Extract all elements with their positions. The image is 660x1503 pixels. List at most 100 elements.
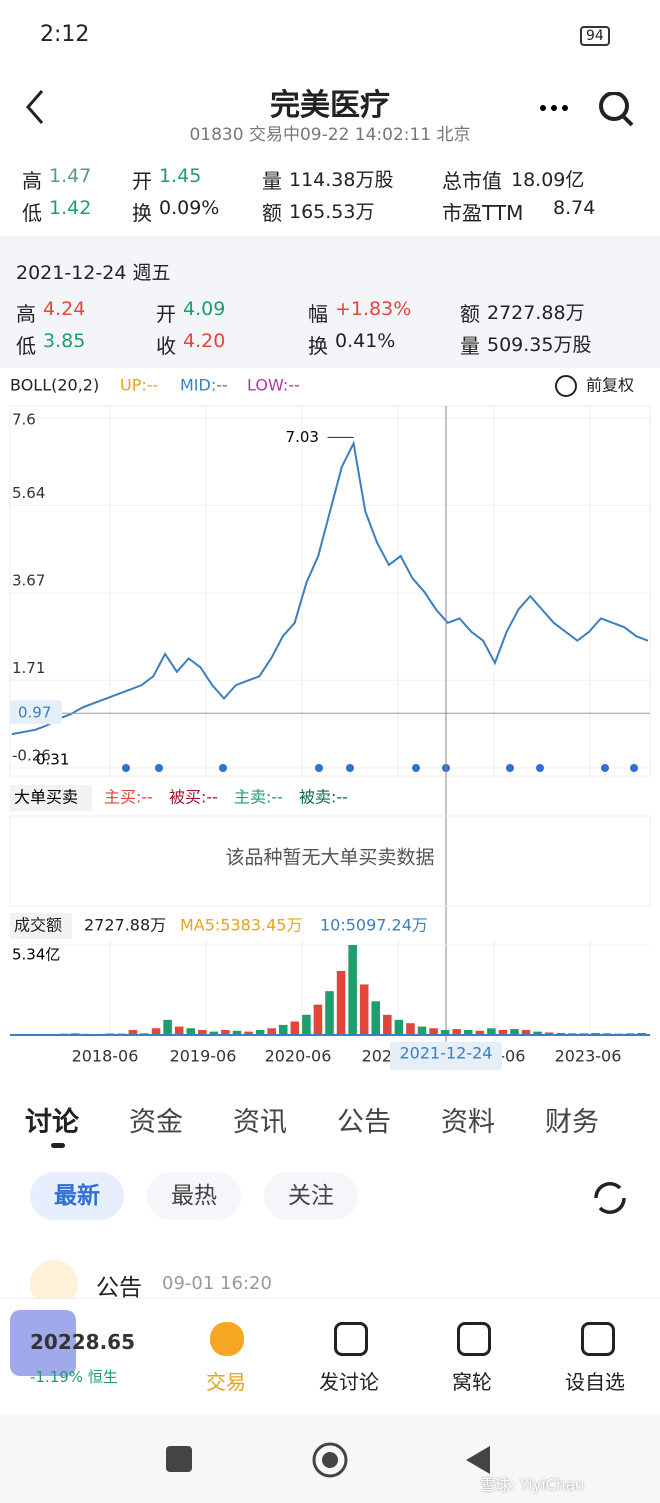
post-time: 09-01 16:20 [162, 1273, 272, 1294]
volume-bar [221, 1029, 230, 1035]
event-dot [536, 764, 544, 772]
volume-bar [383, 1014, 392, 1035]
x-tick-label: 2019-06 [170, 1047, 237, 1066]
quote-label: 额 [460, 302, 480, 326]
cursor-box [390, 1042, 502, 1070]
volume-bar [475, 1030, 485, 1035]
x-tick-label: 2023-06 [555, 1047, 622, 1066]
quote-value: 1.45 [159, 165, 202, 187]
volume-bar [255, 1029, 265, 1035]
volume-bar [406, 1023, 415, 1035]
nav-item: 设自选 [565, 1370, 625, 1394]
nav-item: 交易 [206, 1370, 246, 1394]
cursor-label: 2021-12-24 [400, 1044, 493, 1063]
index-change: -1.19% 恒生 [30, 1368, 118, 1386]
quote-label: 换 [308, 334, 328, 358]
big-order-title: 大单买卖 [14, 788, 78, 807]
detail-bg [0, 236, 660, 368]
tab-indicator [51, 1143, 65, 1148]
event-dot [412, 764, 420, 772]
volume-bar [359, 984, 369, 1035]
back-button[interactable] [20, 85, 50, 129]
nav-icon [457, 1322, 491, 1356]
bottom-bar [0, 1298, 660, 1409]
big-order-frame [9, 815, 651, 907]
volume-bar [198, 1029, 207, 1035]
volume-bar [544, 1032, 554, 1035]
quote-label: 市盈TTM [442, 201, 524, 225]
nav-item: 窝轮 [452, 1370, 492, 1394]
tab: 公告 [337, 1107, 391, 1138]
x-tick-label: 2018-06 [72, 1047, 139, 1066]
volume-bar [302, 1014, 311, 1035]
volume-bar [510, 1029, 519, 1035]
volume-bar [556, 1032, 566, 1035]
quote-value: 2727.88万 [487, 302, 585, 324]
volume-bar [440, 1029, 450, 1035]
big-order-item: 被买:-- [169, 788, 218, 807]
y-tick-label: 5.64 [12, 484, 45, 502]
current-label: 0.97 [18, 704, 51, 722]
price-line [11, 440, 649, 736]
volume-header: MA5:5383.45万 [180, 916, 303, 935]
volume-bar [452, 1029, 461, 1035]
y-tick-label: 5.34亿 [12, 946, 60, 964]
refresh[interactable] [588, 1176, 632, 1220]
y-tick-label: 7.6 [12, 411, 36, 429]
volume-bar [533, 1031, 542, 1035]
indicator-text: 前复权 [586, 376, 634, 395]
nav-item: 发讨论 [319, 1370, 379, 1394]
volume-bar [417, 1026, 427, 1035]
volume-bar [394, 1019, 404, 1035]
volume-bar [278, 1024, 288, 1035]
stock-title: 完美医疗 [270, 88, 390, 123]
price-frame [9, 405, 651, 777]
filter-chip: 最热 [147, 1172, 241, 1220]
quote-label: 量 [262, 169, 282, 193]
quote-value: 4.24 [43, 298, 86, 320]
filter-chip: 关注 [264, 1172, 358, 1220]
x-tick-label: 2020-06 [265, 1047, 332, 1066]
volume-bar [174, 1026, 184, 1035]
volume-header: 2727.88万 [84, 916, 166, 935]
y-tick-label: -0.26 [12, 747, 51, 765]
index-value: 20228.65 [30, 1330, 136, 1354]
float-button[interactable] [10, 1310, 76, 1376]
quote-value: 8.74 [553, 197, 596, 219]
big-order-item: 主买:-- [104, 788, 153, 807]
event-dot [315, 764, 323, 772]
volume-bar [313, 1004, 323, 1035]
system-buttons[interactable] [160, 1436, 500, 1486]
quote-label: 额 [262, 201, 282, 225]
volume-bar [371, 1001, 381, 1035]
tab: 资金 [129, 1107, 183, 1138]
quote-label: 开 [132, 169, 152, 193]
battery: 94 [580, 26, 610, 46]
volume-header: 成交额 [14, 916, 62, 935]
volume-bar [591, 1032, 600, 1035]
tab: 财务 [545, 1107, 599, 1138]
watermark: 雪球: YiyiChan [480, 1476, 585, 1494]
quote-value: 1.47 [49, 165, 92, 187]
indicator-text: BOLL(20,2) [10, 376, 99, 395]
tabs: 讨论 资金 资讯 公告 资料 财务 [0, 1100, 660, 1139]
volume-bar [163, 1019, 172, 1035]
volume-bar [151, 1028, 161, 1035]
quote-label: 低 [16, 334, 36, 358]
status-time: 2:12 [40, 22, 90, 47]
header-icons[interactable] [538, 92, 638, 132]
nav-icon [334, 1322, 368, 1356]
tab: 讨论 [25, 1107, 79, 1138]
indicator-text: UP:-- [120, 376, 158, 395]
volume-header: 10:5097.24万 [320, 916, 428, 935]
event-dot [219, 764, 227, 772]
quote-value: 4.09 [183, 298, 226, 320]
big-order-tag [10, 785, 92, 811]
quote-value: 114.38万股 [289, 169, 394, 191]
volume-bar [348, 945, 357, 1035]
quote-value: 1.42 [49, 197, 92, 219]
quote-label: 高 [16, 302, 36, 326]
y-tick-label: 3.67 [12, 572, 45, 590]
event-dot [122, 764, 130, 772]
